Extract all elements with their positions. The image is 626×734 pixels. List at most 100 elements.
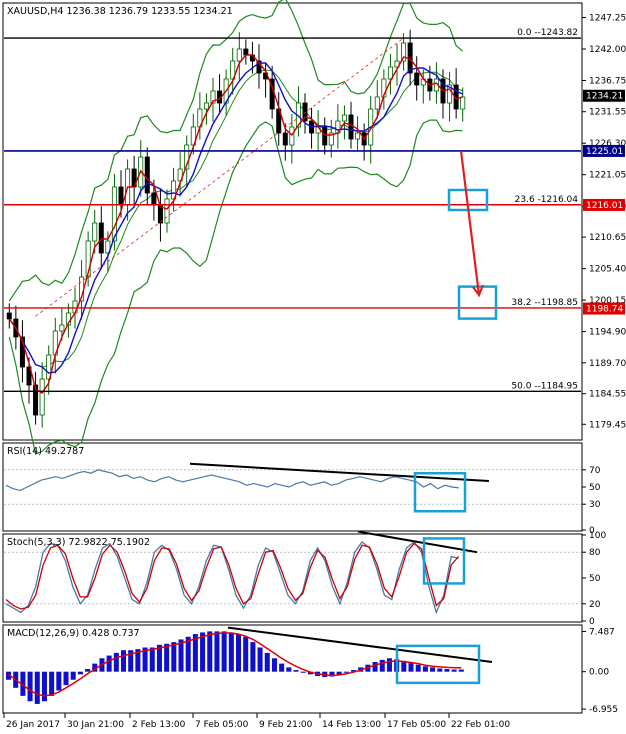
- candle-body: [355, 132, 361, 140]
- stoch-tick-label: 20: [589, 600, 601, 610]
- macd-bar: [56, 671, 62, 691]
- fib-level-label: 38.2 --1198.85: [511, 298, 578, 308]
- rsi-tick-label: 50: [589, 483, 601, 493]
- macd-bar: [63, 671, 69, 686]
- price-tick-label: 1226.30: [589, 139, 626, 149]
- x-tick-label: 7 Feb 05:00: [195, 720, 249, 730]
- macd-bar: [128, 650, 134, 672]
- current-price-tag: [583, 89, 625, 102]
- candle-body: [348, 114, 354, 140]
- forecast-arrowhead: [472, 284, 485, 298]
- macd-bar: [77, 671, 83, 675]
- macd-bar: [149, 647, 155, 672]
- price-tick-label: 1194.90: [589, 328, 626, 338]
- rsi-tick-label: 0: [589, 526, 595, 536]
- macd-bar: [85, 669, 91, 672]
- annotation-box: [395, 644, 481, 685]
- macd-bar: [214, 631, 220, 672]
- macd-bar: [293, 670, 299, 672]
- forecast-arrow: [459, 150, 481, 296]
- candle-body: [256, 60, 262, 74]
- candle-body: [302, 102, 308, 122]
- candle-body: [92, 222, 98, 242]
- macd-bar: [271, 658, 277, 672]
- price-header: XAUUSD,H4 1236.38 1236.79 1233.55 1234.2…: [7, 6, 233, 17]
- candle-body: [460, 96, 466, 110]
- candle-body: [322, 126, 328, 146]
- price-tick-label: 1184.55: [589, 390, 626, 400]
- fib-level-label: 0.0 --1243.82: [517, 28, 578, 38]
- stoch-tick-label: 80: [589, 548, 601, 558]
- macd-bar: [386, 658, 392, 672]
- candle-body: [289, 126, 295, 146]
- fib-level-label: 50.0 --1184.95: [511, 381, 578, 391]
- price-layer: 0.0 --1243.82 23.6 -1216.04 38.2 --1198.85…: [4, 0, 581, 455]
- ma-fast-line: [8, 54, 463, 394]
- candle-body: [203, 102, 209, 110]
- price-tick-label: 1221.05: [589, 171, 626, 181]
- macd-bar: [192, 634, 198, 672]
- ma-slow-line: [8, 62, 463, 374]
- candle-body: [6, 312, 12, 320]
- stoch-d-line: [5, 542, 460, 610]
- macd-bar: [430, 667, 436, 672]
- price-tag-label: 1198.74: [586, 305, 623, 315]
- macd-bar: [27, 671, 33, 702]
- macd-bar: [20, 671, 26, 696]
- candle-body: [98, 222, 104, 254]
- bollinger-upper-line: [8, 0, 464, 302]
- candle-body: [85, 240, 91, 278]
- macd-bar: [221, 631, 227, 672]
- axis-layer: 1247.25 1242.00 1236.75 1231.55 1226.30 1221.…: [3, 14, 626, 730]
- fib-level-label: 23.6 -1216.04: [515, 195, 579, 205]
- macd-bar: [257, 647, 263, 672]
- macd-bar: [286, 667, 292, 672]
- macd-bar: [343, 671, 349, 673]
- macd-trendline: [227, 626, 493, 664]
- candle-body: [59, 324, 65, 332]
- macd-bar: [264, 652, 270, 672]
- price-tick-label: 1179.45: [589, 420, 626, 430]
- macd-bar: [372, 662, 378, 672]
- macd-bar: [164, 643, 170, 672]
- macd-bar: [444, 669, 450, 672]
- macd-bar: [458, 669, 464, 672]
- candle-body: [282, 132, 288, 146]
- macd-bar: [113, 652, 119, 672]
- candle-body: [401, 42, 407, 62]
- annotation-layer: [189, 150, 498, 685]
- x-tick-label: 30 Jan 21:00: [67, 720, 124, 730]
- candle-body: [210, 90, 216, 104]
- macd-bar: [200, 632, 206, 672]
- x-tick-label: 9 Feb 21:00: [259, 720, 313, 730]
- candle-body: [243, 48, 249, 56]
- macd-bar: [156, 644, 162, 672]
- macd-bar: [236, 634, 242, 672]
- rsi-line: [5, 469, 459, 492]
- price-tick-label: 1231.55: [589, 108, 626, 118]
- macd-bar: [279, 663, 285, 672]
- macd-bar: [415, 664, 421, 672]
- candle-body: [26, 366, 32, 386]
- candle-body: [105, 240, 111, 254]
- stoch-layer: [4, 540, 581, 615]
- candle-body: [118, 186, 124, 206]
- macd-tick-label: 7.487: [589, 627, 615, 637]
- macd-bar: [250, 642, 256, 672]
- price-tag: [583, 198, 625, 211]
- candle-body: [328, 132, 334, 146]
- candle-body: [184, 144, 190, 170]
- candle-body: [236, 48, 242, 62]
- rsi-panel-frame: [2, 442, 583, 532]
- macd-bar: [307, 671, 313, 675]
- macd-bar: [379, 659, 385, 672]
- macd-bar: [207, 631, 213, 672]
- candle-body: [164, 198, 170, 224]
- candle-body: [171, 180, 177, 200]
- macd-layer: [6, 631, 464, 704]
- macd-header: MACD(12,26,9) 0.428 0.737: [7, 628, 140, 639]
- x-tick-label: 17 Feb 05:00: [387, 720, 446, 730]
- macd-bar: [437, 668, 443, 672]
- bollinger-mid-line: [8, 69, 463, 368]
